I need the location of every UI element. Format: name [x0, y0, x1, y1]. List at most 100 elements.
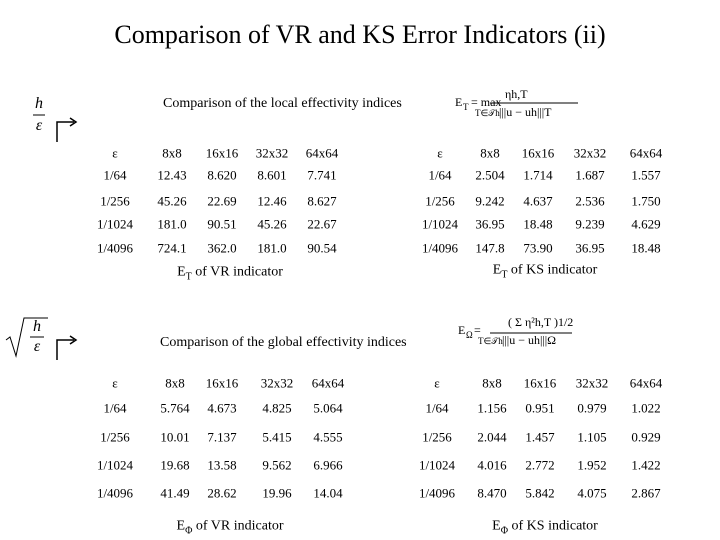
- table-cell: 19.96: [262, 485, 292, 501]
- row-header: 1/64: [103, 400, 127, 416]
- table-cell: 14.04: [313, 485, 343, 501]
- icon-denominator: ε: [35, 117, 43, 134]
- column-header: 8x8: [480, 145, 500, 161]
- table-cell: 1.457: [525, 429, 555, 445]
- column-header: 64x64: [311, 375, 345, 391]
- column-header: 32x32: [575, 375, 609, 391]
- table-cell: 8.627: [307, 193, 337, 209]
- corner-symbol: ε: [434, 375, 440, 391]
- slide-title: Comparison of VR and KS Error Indicators…: [114, 20, 606, 49]
- table-cell: 4.555: [313, 429, 343, 445]
- table-caption: EΦ of KS indicator: [492, 518, 598, 537]
- column-header: 16x16: [205, 375, 239, 391]
- column-header: 8x8: [165, 375, 185, 391]
- table-caption: ET of KS indicator: [493, 262, 598, 281]
- caption-subscript: Φ: [500, 525, 509, 537]
- row-header: 1/1024: [96, 457, 134, 473]
- table-cell: 7.137: [207, 429, 237, 445]
- sqrt-sign: [5, 317, 48, 358]
- table-cell: 5.764: [160, 400, 190, 416]
- table-cell: 13.58: [207, 457, 237, 473]
- table-caption: ET of VR indicator: [177, 264, 283, 283]
- table-cell: 1.687: [575, 167, 605, 183]
- table-cell: 2.536: [575, 193, 605, 209]
- caption-text: of VR indicator: [195, 518, 284, 534]
- formula-lhs-sub: Ω: [466, 330, 473, 340]
- table-cell: 45.26: [157, 193, 187, 209]
- table-cell: 724.1: [157, 240, 187, 256]
- table-cell: 4.075: [577, 485, 607, 501]
- column-header: 16x16: [523, 375, 557, 391]
- table-cell: 36.95: [475, 216, 505, 232]
- row-header: 1/1024: [418, 457, 456, 473]
- table-cell: 1.422: [631, 457, 661, 473]
- table-cell: 4.629: [631, 216, 661, 232]
- column-header: 8x8: [162, 145, 182, 161]
- table-cell: 8.620: [207, 167, 237, 183]
- table-cell: 4.825: [262, 400, 292, 416]
- table-cell: 9.239: [575, 216, 605, 232]
- column-header: 32x32: [255, 145, 289, 161]
- table-cell: 2.772: [525, 457, 555, 473]
- caption-text: of VR indicator: [195, 264, 283, 280]
- formula-numerator: ( Σ η²h,T )1/2: [508, 315, 574, 329]
- table-caption: EΦ of VR indicator: [176, 518, 284, 537]
- row-header: 1/64: [425, 400, 449, 416]
- table-cell: 1.156: [477, 400, 507, 416]
- arrow: [56, 121, 74, 142]
- table-cell: 2.504: [475, 167, 505, 183]
- table-cell: 36.95: [575, 240, 605, 256]
- table-cell: 181.0: [257, 240, 287, 256]
- table-cell: 22.69: [207, 193, 237, 209]
- formula-under: T∈𝒯h: [478, 336, 503, 346]
- table-cell: 1.557: [631, 167, 661, 183]
- table-cell: 4.637: [523, 193, 553, 209]
- formula-op: =: [474, 323, 481, 337]
- table-cell: 8.601: [257, 167, 287, 183]
- column-header: 64x64: [305, 145, 339, 161]
- table-cell: 22.67: [307, 216, 337, 232]
- table-cell: 4.673: [207, 400, 237, 416]
- row-header: 1/256: [425, 193, 455, 209]
- table-cell: 5.064: [313, 400, 343, 416]
- table-cell: 9.562: [262, 457, 292, 473]
- caption-subscript: T: [185, 271, 192, 283]
- table-cell: 28.62: [207, 485, 237, 501]
- row-header: 1/256: [422, 429, 452, 445]
- column-header: 8x8: [482, 375, 502, 391]
- table-cell: 1.022: [631, 400, 661, 416]
- column-header: 16x16: [521, 145, 555, 161]
- table-cell: 6.966: [313, 457, 343, 473]
- section-heading: Comparison of the global effectivity ind…: [160, 335, 407, 350]
- formula-op: = max: [471, 95, 502, 109]
- table-cell: 5.415: [262, 429, 292, 445]
- table-cell: 90.51: [207, 216, 237, 232]
- formula-lhs: E: [458, 323, 466, 337]
- column-header: 64x64: [629, 375, 663, 391]
- table-cell: 90.54: [307, 240, 337, 256]
- formula-lhs: E: [455, 95, 463, 109]
- corner-symbol: ε: [437, 145, 443, 161]
- table-cell: 19.68: [160, 457, 190, 473]
- row-header: 1/64: [428, 167, 452, 183]
- table-cell: 181.0: [157, 216, 187, 232]
- table-cell: 73.90: [523, 240, 553, 256]
- caption-symbol: E: [176, 518, 186, 534]
- formula-denominator: |||u − uh|||T: [499, 105, 552, 119]
- column-header: 16x16: [205, 145, 239, 161]
- formula-lhs-sub: T: [463, 102, 469, 112]
- table-cell: 2.867: [631, 485, 661, 501]
- caption-symbol: E: [492, 518, 501, 534]
- icon-denominator: ε: [33, 338, 41, 355]
- table-cell: 7.741: [307, 167, 337, 183]
- table-cell: 2.044: [477, 429, 507, 445]
- section-heading: Comparison of the local effectivity indi…: [163, 96, 402, 111]
- table-cell: 18.48: [523, 216, 553, 232]
- caption-text: of KS indicator: [510, 262, 598, 278]
- row-header: 1/1024: [96, 216, 134, 232]
- table-cell: 10.01: [160, 429, 190, 445]
- table-cell: 0.951: [525, 400, 555, 416]
- table-cell: 1.952: [577, 457, 607, 473]
- table-cell: 8.470: [477, 485, 507, 501]
